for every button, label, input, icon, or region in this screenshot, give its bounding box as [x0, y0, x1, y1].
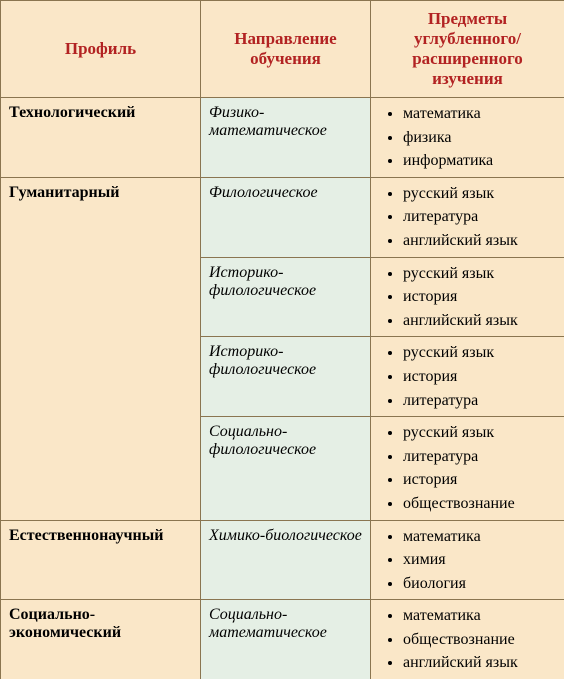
direction-cell: Филологическое — [201, 177, 371, 257]
profile-cell: Технологический — [1, 98, 201, 178]
col-header-subjects: Предметы углубленного/ расширенного изуч… — [371, 1, 564, 98]
header-row: Профиль Направление обучения Предметы уг… — [1, 1, 564, 98]
subjects-cell: русский язык история литература — [371, 337, 564, 417]
subject-item: биология — [403, 572, 558, 596]
subjects-cell: русский язык литература история общество… — [371, 417, 564, 520]
table-row: Естественнонаучный Химико-биологическое … — [1, 520, 564, 600]
subject-item: литература — [403, 205, 558, 229]
subject-item: химия — [403, 548, 558, 572]
subject-item: история — [403, 365, 558, 389]
direction-cell: Социально-филологическое — [201, 417, 371, 520]
subjects-cell: русский язык литература английский язык — [371, 177, 564, 257]
subject-item: русский язык — [403, 341, 558, 365]
subject-item: литература — [403, 445, 558, 469]
table-row: Гуманитарный Филологическое русский язык… — [1, 177, 564, 257]
subject-item: информатика — [403, 149, 558, 173]
subject-item: математика — [403, 102, 558, 126]
subject-item: английский язык — [403, 229, 558, 253]
subject-item: математика — [403, 604, 558, 628]
direction-cell: Историко-филологическое — [201, 257, 371, 337]
subjects-cell: математика химия биология — [371, 520, 564, 600]
subject-item: математика — [403, 525, 558, 549]
subjects-cell: математика обществознание английский язы… — [371, 600, 564, 679]
subjects-cell: математика физика информатика — [371, 98, 564, 178]
col-header-direction: Направление обучения — [201, 1, 371, 98]
col-header-profile: Профиль — [1, 1, 201, 98]
subject-item: русский язык — [403, 182, 558, 206]
profile-cell: Естественнонаучный — [1, 520, 201, 600]
subject-item: литература — [403, 389, 558, 413]
table-row: Технологический Физико-математическое ма… — [1, 98, 564, 178]
subjects-cell: русский язык история английский язык — [371, 257, 564, 337]
profiles-table: Профиль Направление обучения Предметы уг… — [0, 0, 564, 679]
subject-item: обществознание — [403, 492, 558, 516]
subject-item: история — [403, 468, 558, 492]
subject-item: обществознание — [403, 628, 558, 652]
profile-cell: Гуманитарный — [1, 177, 201, 520]
subject-item: английский язык — [403, 309, 558, 333]
subject-item: история — [403, 285, 558, 309]
subject-item: русский язык — [403, 421, 558, 445]
direction-cell: Химико-биологическое — [201, 520, 371, 600]
direction-cell: Историко-филологическое — [201, 337, 371, 417]
subject-item: физика — [403, 126, 558, 150]
subject-item: русский язык — [403, 262, 558, 286]
profile-cell: Социально-экономический — [1, 600, 201, 679]
subject-item: английский язык — [403, 651, 558, 675]
direction-cell: Физико-математическое — [201, 98, 371, 178]
table-row: Социально-экономический Социально-матема… — [1, 600, 564, 679]
direction-cell: Социально-математическое — [201, 600, 371, 679]
